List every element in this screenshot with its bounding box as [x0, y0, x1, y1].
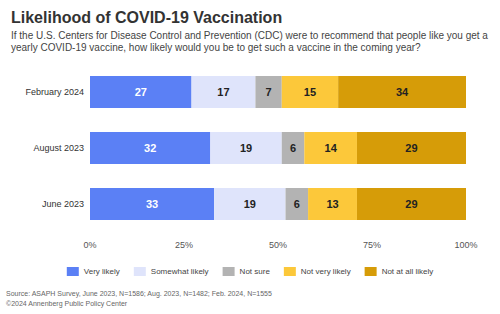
svg-text:15: 15 — [304, 86, 316, 98]
svg-text:34: 34 — [396, 86, 409, 98]
svg-text:Somewhat likely: Somewhat likely — [151, 267, 209, 276]
svg-text:August 2023: August 2023 — [33, 143, 84, 153]
svg-text:7: 7 — [266, 86, 272, 98]
svg-text:14: 14 — [325, 142, 338, 154]
svg-text:February 2024: February 2024 — [25, 87, 84, 97]
svg-text:100%: 100% — [454, 240, 477, 250]
svg-text:6: 6 — [294, 198, 300, 210]
svg-text:25%: 25% — [175, 240, 193, 250]
svg-text:27: 27 — [135, 86, 147, 98]
svg-text:Very likely: Very likely — [84, 267, 120, 276]
svg-text:©2024 Annenberg Public Policy: ©2024 Annenberg Public Policy Center — [6, 300, 128, 308]
svg-text:If the U.S. Centers for Diseas: If the U.S. Centers for Disease Control … — [11, 30, 491, 41]
svg-text:Not at all likely: Not at all likely — [382, 267, 434, 276]
svg-text:13: 13 — [326, 198, 338, 210]
svg-text:32: 32 — [144, 142, 156, 154]
svg-text:Not sure: Not sure — [240, 267, 271, 276]
svg-text:19: 19 — [244, 198, 256, 210]
svg-text:0%: 0% — [83, 240, 96, 250]
svg-text:Not very likely: Not very likely — [301, 267, 351, 276]
svg-text:6: 6 — [290, 142, 296, 154]
svg-text:50%: 50% — [269, 240, 287, 250]
svg-text:29: 29 — [405, 142, 417, 154]
svg-text:Likelihood of COVID-19 Vaccina: Likelihood of COVID-19 Vaccination — [11, 9, 282, 26]
svg-text:yearly COVID-19 vaccine, how l: yearly COVID-19 vaccine, how likely woul… — [11, 42, 421, 53]
svg-text:19: 19 — [240, 142, 252, 154]
svg-text:Source: ASAPH Survey, June 202: Source: ASAPH Survey, June 2023, N=1586;… — [6, 290, 272, 298]
svg-text:17: 17 — [217, 86, 229, 98]
svg-text:June 2023: June 2023 — [42, 199, 84, 209]
svg-text:29: 29 — [405, 198, 417, 210]
svg-text:75%: 75% — [363, 240, 381, 250]
svg-text:33: 33 — [146, 198, 158, 210]
